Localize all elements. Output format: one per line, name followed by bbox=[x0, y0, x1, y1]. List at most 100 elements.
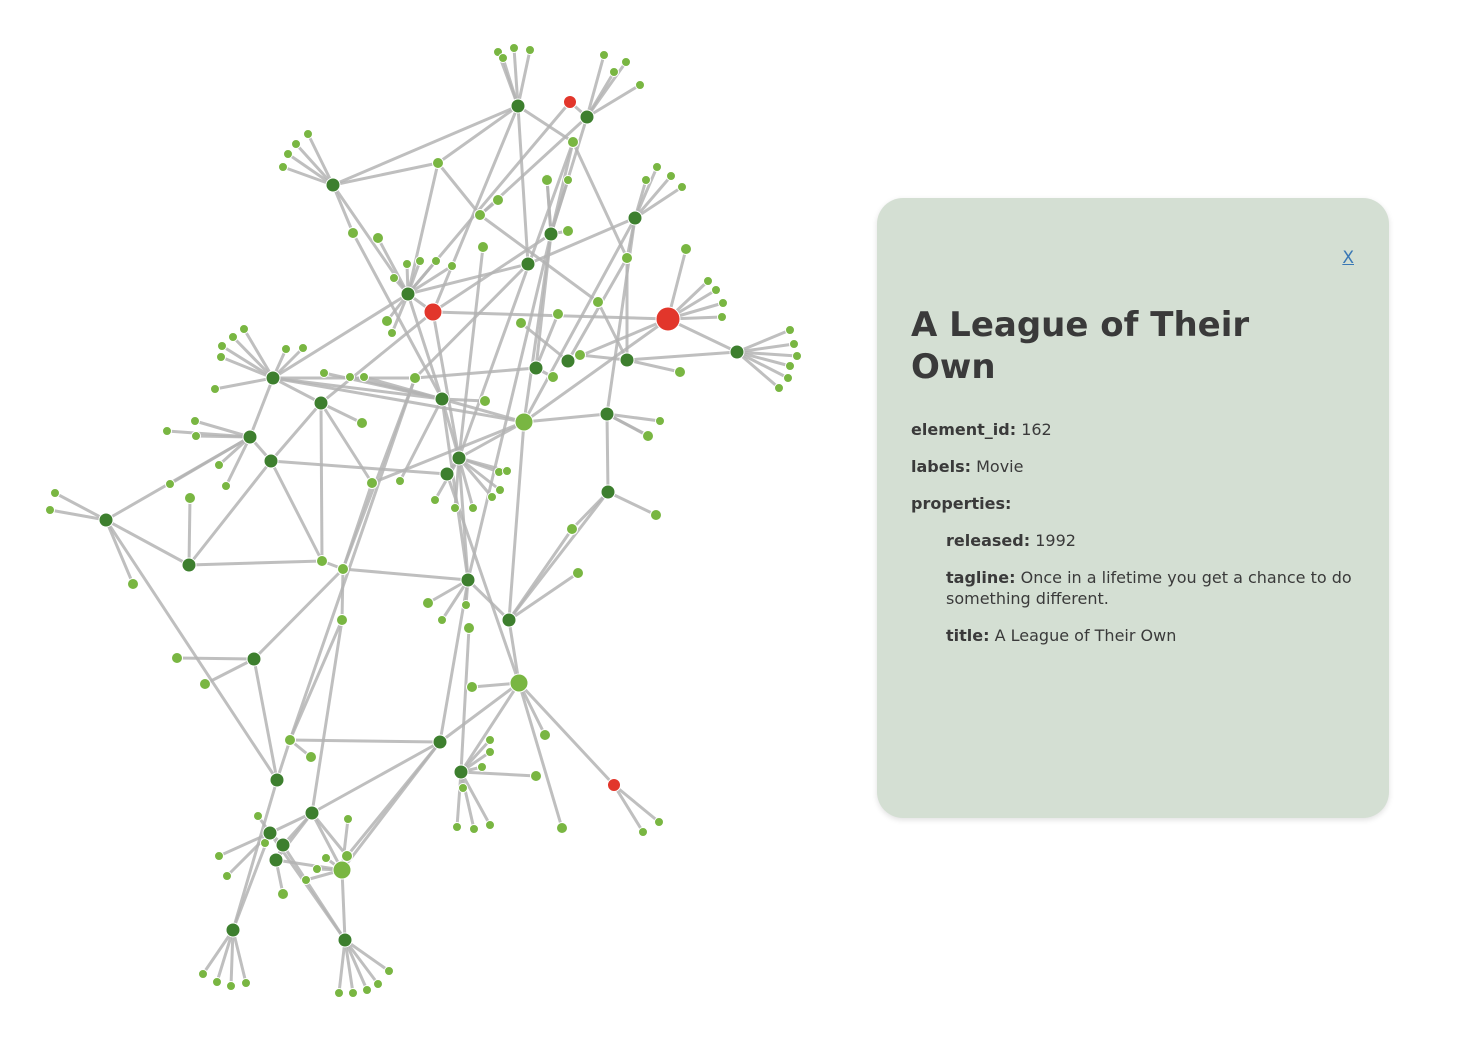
graph-node-hub[interactable] bbox=[265, 370, 281, 386]
graph-node-leaf[interactable] bbox=[359, 372, 369, 382]
graph-node-leaf[interactable] bbox=[50, 488, 60, 498]
graph-node-hub[interactable] bbox=[579, 109, 595, 125]
graph-node[interactable] bbox=[171, 652, 183, 664]
graph-node-leaf[interactable] bbox=[785, 361, 795, 371]
graph-node-leaf[interactable] bbox=[343, 814, 353, 824]
graph-node-hub[interactable] bbox=[181, 557, 197, 573]
graph-node-leaf[interactable] bbox=[677, 182, 687, 192]
graph-node-hub[interactable] bbox=[509, 673, 529, 693]
graph-node[interactable] bbox=[356, 417, 368, 429]
graph-node-hub[interactable] bbox=[460, 572, 476, 588]
graph-node-leaf[interactable] bbox=[502, 466, 512, 476]
graph-node-leaf[interactable] bbox=[334, 988, 344, 998]
graph-node-leaf[interactable] bbox=[718, 298, 728, 308]
graph-node[interactable] bbox=[539, 729, 551, 741]
graph-node-leaf[interactable] bbox=[198, 969, 208, 979]
graph-node-leaf[interactable] bbox=[278, 162, 288, 172]
graph-node-hub[interactable] bbox=[263, 453, 279, 469]
graph-node-leaf[interactable] bbox=[635, 80, 645, 90]
graph-node-leaf[interactable] bbox=[298, 343, 308, 353]
graph-node-leaf[interactable] bbox=[222, 871, 232, 881]
graph-node[interactable] bbox=[547, 371, 559, 383]
graph-node-leaf[interactable] bbox=[789, 339, 799, 349]
graph-node-leaf[interactable] bbox=[291, 139, 301, 149]
graph-node-leaf[interactable] bbox=[468, 503, 478, 513]
graph-node-hub[interactable] bbox=[439, 466, 455, 482]
graph-node[interactable] bbox=[341, 850, 353, 862]
graph-node-highlight[interactable] bbox=[423, 302, 443, 322]
graph-node-hub[interactable] bbox=[619, 352, 635, 368]
graph-node-hub[interactable] bbox=[337, 932, 353, 948]
graph-node-hub[interactable] bbox=[729, 344, 745, 360]
graph-node-hub[interactable] bbox=[434, 391, 450, 407]
graph-node-leaf[interactable] bbox=[652, 162, 662, 172]
graph-node[interactable] bbox=[381, 315, 393, 327]
graph-node-highlight[interactable] bbox=[563, 95, 577, 109]
graph-node-leaf[interactable] bbox=[458, 783, 468, 793]
graph-node[interactable] bbox=[336, 614, 348, 626]
graph-node-leaf[interactable] bbox=[461, 600, 471, 610]
graph-node-leaf[interactable] bbox=[228, 332, 238, 342]
graph-node-leaf[interactable] bbox=[666, 171, 676, 181]
graph-node-leaf[interactable] bbox=[214, 851, 224, 861]
graph-node-leaf[interactable] bbox=[221, 481, 231, 491]
graph-node-leaf[interactable] bbox=[430, 495, 440, 505]
graph-node[interactable] bbox=[184, 492, 196, 504]
graph-node-hub[interactable] bbox=[520, 256, 536, 272]
graph-node[interactable] bbox=[366, 477, 378, 489]
graph-node-hub[interactable] bbox=[514, 412, 534, 432]
graph-node-leaf[interactable] bbox=[477, 762, 487, 772]
graph-node-leaf[interactable] bbox=[450, 503, 460, 513]
graph-node[interactable] bbox=[566, 523, 578, 535]
graph-node-leaf[interactable] bbox=[226, 981, 236, 991]
graph-node[interactable] bbox=[127, 578, 139, 590]
graph-node-leaf[interactable] bbox=[609, 67, 619, 77]
graph-node-hub[interactable] bbox=[269, 772, 285, 788]
graph-node-hub[interactable] bbox=[262, 825, 278, 841]
graph-node-leaf[interactable] bbox=[214, 460, 224, 470]
graph-node-hub[interactable] bbox=[400, 286, 416, 302]
graph-node-hub[interactable] bbox=[325, 177, 341, 193]
graph-node-leaf[interactable] bbox=[373, 979, 383, 989]
graph-node-leaf[interactable] bbox=[45, 505, 55, 515]
graph-node[interactable] bbox=[466, 681, 478, 693]
graph-node-leaf[interactable] bbox=[319, 368, 329, 378]
graph-node-hub[interactable] bbox=[313, 395, 329, 411]
graph-node[interactable] bbox=[422, 597, 434, 609]
graph-node-leaf[interactable] bbox=[190, 416, 200, 426]
graph-node[interactable] bbox=[409, 372, 421, 384]
graph-node-leaf[interactable] bbox=[509, 43, 519, 53]
graph-node-hub[interactable] bbox=[599, 406, 615, 422]
graph-node-leaf[interactable] bbox=[717, 312, 727, 322]
graph-node-hub[interactable] bbox=[242, 429, 258, 445]
graph-node-leaf[interactable] bbox=[711, 285, 721, 295]
graph-node-leaf[interactable] bbox=[283, 149, 293, 159]
graph-node[interactable] bbox=[621, 252, 633, 264]
graph-node[interactable] bbox=[556, 822, 568, 834]
graph-node-hub[interactable] bbox=[304, 805, 320, 821]
graph-node-leaf[interactable] bbox=[303, 129, 313, 139]
graph-node-leaf[interactable] bbox=[431, 256, 441, 266]
graph-node[interactable] bbox=[477, 241, 489, 253]
graph-node-leaf[interactable] bbox=[395, 476, 405, 486]
graph-node-leaf[interactable] bbox=[162, 426, 172, 436]
graph-node-hub[interactable] bbox=[501, 612, 517, 628]
graph-node[interactable] bbox=[574, 349, 586, 361]
graph-node-leaf[interactable] bbox=[210, 384, 220, 394]
graph-node-leaf[interactable] bbox=[212, 977, 222, 987]
graph-node-hub[interactable] bbox=[600, 484, 616, 500]
graph-node-leaf[interactable] bbox=[447, 261, 457, 271]
graph-node-leaf[interactable] bbox=[384, 966, 394, 976]
graph-node-leaf[interactable] bbox=[498, 53, 508, 63]
graph-node-leaf[interactable] bbox=[321, 853, 331, 863]
graph-node[interactable] bbox=[199, 678, 211, 690]
graph-node-leaf[interactable] bbox=[301, 875, 311, 885]
graph-node-hub[interactable] bbox=[332, 860, 352, 880]
graph-node-leaf[interactable] bbox=[638, 827, 648, 837]
graph-node[interactable] bbox=[530, 770, 542, 782]
graph-node-leaf[interactable] bbox=[281, 344, 291, 354]
graph-node[interactable] bbox=[541, 174, 553, 186]
graph-node-hub[interactable] bbox=[453, 764, 469, 780]
graph-node-hub[interactable] bbox=[246, 651, 262, 667]
graph-node-leaf[interactable] bbox=[345, 372, 355, 382]
